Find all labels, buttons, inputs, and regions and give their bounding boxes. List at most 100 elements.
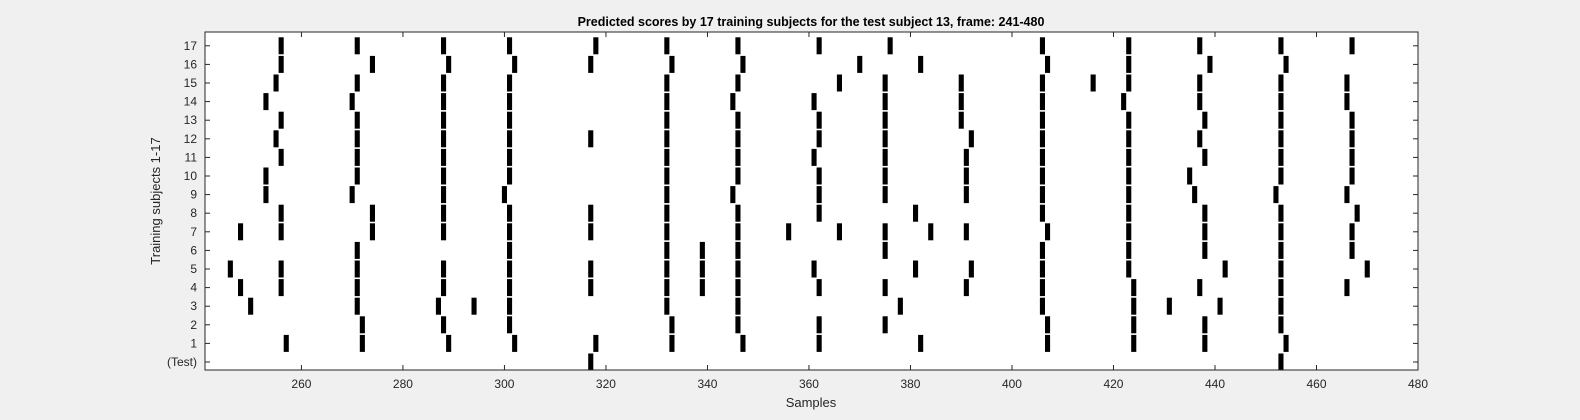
event-mark [786,223,792,241]
event-mark [730,93,736,111]
event-mark [816,204,822,222]
event-mark [1202,334,1208,352]
y-tick-label: 9 [190,188,197,202]
event-mark [1202,316,1208,334]
event-mark [507,148,513,166]
event-mark [507,37,513,55]
event-mark [1207,55,1213,73]
event-mark [278,55,284,73]
event-mark [735,297,741,315]
event-mark [928,223,934,241]
x-tick-label: 480 [1408,377,1428,391]
event-mark [664,93,670,111]
event-mark [507,279,513,297]
event-mark [354,37,360,55]
event-mark [1222,260,1228,278]
event-mark [669,55,675,73]
event-mark [836,74,842,92]
event-mark [1039,297,1045,315]
event-mark [740,334,746,352]
event-mark [1126,204,1132,222]
event-mark [441,204,447,222]
event-mark [963,279,969,297]
event-mark [359,334,365,352]
event-mark [735,74,741,92]
event-mark [1278,148,1284,166]
event-mark [882,223,888,241]
y-tick-label: 8 [190,206,197,220]
event-mark [958,93,964,111]
event-mark [1126,74,1132,92]
event-marks [227,37,1370,371]
event-mark [369,55,375,73]
event-mark [1278,260,1284,278]
event-mark [882,148,888,166]
event-mark [441,148,447,166]
event-mark [1045,334,1051,352]
event-mark [1039,186,1045,204]
y-tick-label: 13 [184,113,198,127]
event-mark [441,223,447,241]
event-mark [354,297,360,315]
event-mark [882,111,888,129]
event-mark [359,316,365,334]
event-mark [512,334,518,352]
event-mark [471,297,477,315]
event-mark [816,279,822,297]
event-mark [1278,111,1284,129]
event-mark [882,167,888,185]
x-tick-label: 420 [1103,377,1123,391]
event-mark [263,93,269,111]
event-mark [1197,130,1203,148]
event-mark [507,167,513,185]
event-mark [1278,223,1284,241]
event-mark [354,148,360,166]
event-mark [897,297,903,315]
x-tick-label: 280 [393,377,413,391]
event-mark [446,334,452,352]
event-mark [507,74,513,92]
event-mark [882,241,888,259]
event-mark [918,55,924,73]
y-axis-label: Training subjects 1-17 [148,137,163,264]
event-mark [963,148,969,166]
event-mark [1090,74,1096,92]
event-mark [1354,204,1360,222]
event-mark [735,111,741,129]
event-mark [446,55,452,73]
event-mark [588,353,594,371]
event-mark [588,55,594,73]
y-tick-label: 12 [184,132,198,146]
x-tick-label: 340 [697,377,717,391]
event-mark [735,279,741,297]
event-mark [278,223,284,241]
event-mark [1039,260,1045,278]
x-tick-label: 460 [1306,377,1326,391]
event-mark [1202,148,1208,166]
event-mark [664,241,670,259]
event-mark [1283,334,1289,352]
event-mark [441,74,447,92]
event-mark [1197,279,1203,297]
y-tick-label: 5 [190,262,197,276]
event-mark [1126,241,1132,259]
event-mark [1166,297,1172,315]
event-mark [735,223,741,241]
event-mark [588,130,594,148]
event-mark [354,167,360,185]
x-tick-label: 320 [596,377,616,391]
event-mark [1045,55,1051,73]
event-mark [816,334,822,352]
event-mark [1039,279,1045,297]
event-mark [354,111,360,129]
event-mark [1039,204,1045,222]
event-mark [588,260,594,278]
event-mark [811,148,817,166]
y-tick-label: 3 [190,299,197,313]
event-mark [664,111,670,129]
event-mark [664,279,670,297]
x-tick-label: 360 [799,377,819,391]
event-mark [1349,111,1355,129]
event-mark [1039,93,1045,111]
event-mark [1202,204,1208,222]
